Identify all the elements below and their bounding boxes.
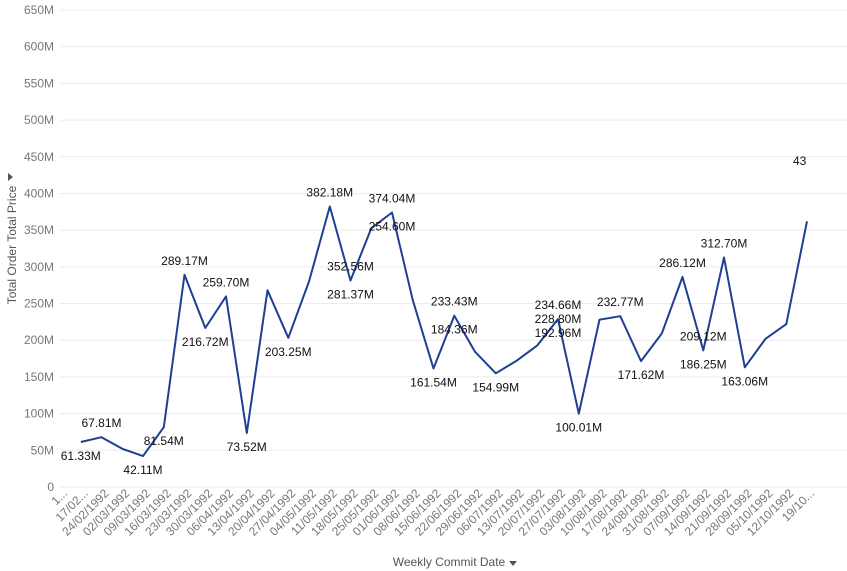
y-tick-label: 500M <box>24 113 54 127</box>
data-label: 81.54M <box>144 434 184 448</box>
y-axis-ticks: 0 50M 100M 150M 200M 250M 300M 350M 400M 450M 500M… <box>24 3 54 494</box>
data-label: 163.06M <box>721 374 768 388</box>
data-label: 228.80M <box>535 312 582 326</box>
y-tick-label: 250M <box>24 297 54 311</box>
data-label: 209.12M <box>680 329 727 343</box>
y-axis-title[interactable]: Total Order Total Price <box>5 185 19 304</box>
x-axis-ticks: 1...17/02...24/02/199202/03/199209/03/19… <box>48 486 817 539</box>
data-label: 289.17M <box>161 254 208 268</box>
data-label: 192.96M <box>535 326 582 340</box>
data-label: 286.12M <box>659 256 706 270</box>
data-label: 259.70M <box>203 275 250 289</box>
y-tick-label: 150M <box>24 370 54 384</box>
x-axis-title[interactable]: Weekly Commit Date <box>393 555 506 569</box>
data-label: 382.18M <box>306 186 353 200</box>
data-label: 171.62M <box>618 368 665 382</box>
data-labels: 61.33M 67.81M 42.11M 81.54M 289.17M 216.72M 25… <box>61 154 807 477</box>
y-tick-label: 400M <box>24 186 54 200</box>
y-tick-label: 650M <box>24 3 54 17</box>
y-tick-label: 100M <box>24 407 54 421</box>
y-tick-label: 450M <box>24 150 54 164</box>
data-label: 186.25M <box>680 357 727 371</box>
data-label: 42.11M <box>123 463 162 477</box>
data-label: 203.25M <box>265 345 312 359</box>
series-layer <box>80 205 808 458</box>
data-label: 73.52M <box>227 440 267 454</box>
data-label: 254.60M <box>369 220 416 234</box>
x-axis-title-group[interactable]: Weekly Commit Date <box>393 555 517 569</box>
y-tick-label: 0 <box>47 480 54 494</box>
x-axis-dropdown-icon[interactable] <box>509 561 517 566</box>
y-tick-label: 50M <box>31 443 54 457</box>
data-label: 61.33M <box>61 449 101 463</box>
data-label: 233.43M <box>431 295 478 309</box>
data-label: 216.72M <box>182 335 229 349</box>
data-label: 281.37M <box>327 288 374 302</box>
data-label: 161.54M <box>410 375 457 389</box>
data-label: 312.70M <box>701 237 748 251</box>
data-label: 154.99M <box>472 380 519 394</box>
data-label: 100.01M <box>555 421 602 435</box>
data-label: 43 <box>793 154 807 168</box>
gridlines <box>60 9 847 488</box>
y-tick-label: 300M <box>24 260 54 274</box>
y-tick-label: 550M <box>24 76 54 90</box>
y-axis-dropdown-icon[interactable] <box>8 173 13 181</box>
data-label: 352.56M <box>327 260 374 274</box>
data-label: 184.36M <box>431 323 478 337</box>
data-label: 67.81M <box>81 416 121 430</box>
y-tick-label: 600M <box>24 40 54 54</box>
y-tick-label: 350M <box>24 223 54 237</box>
series-line <box>80 205 808 458</box>
y-tick-label: 200M <box>24 333 54 347</box>
data-label: 374.04M <box>369 192 416 206</box>
data-label: 234.66M <box>535 298 582 312</box>
y-axis-title-group[interactable]: Total Order Total Price <box>5 173 19 304</box>
data-label: 232.77M <box>597 295 644 309</box>
